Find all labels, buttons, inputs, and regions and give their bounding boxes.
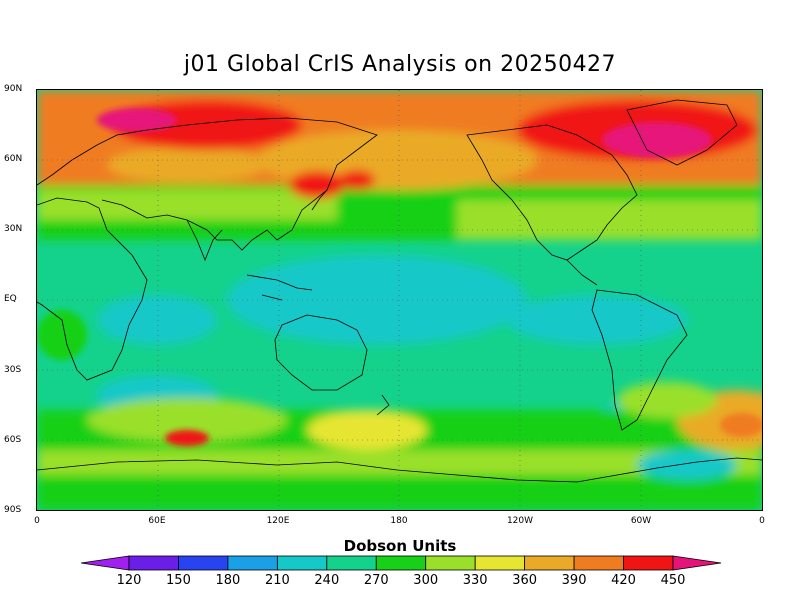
colorbar-swatch <box>178 555 229 571</box>
colorbar <box>80 555 722 571</box>
colorbar-title: Dobson Units <box>343 537 457 555</box>
colorbar-arrow-high <box>672 555 722 571</box>
ozone-map <box>36 89 763 511</box>
colorbar-arrow-low <box>80 555 130 571</box>
coastlines <box>37 99 762 483</box>
colorbar-swatch <box>623 555 674 571</box>
ozone-field <box>37 90 762 510</box>
lon-label: 60E <box>148 516 166 526</box>
lat-label: 30N <box>4 224 23 234</box>
colorbar-swatch <box>276 555 328 571</box>
lat-label: EQ <box>4 294 17 304</box>
colorbar-level-label: 390 <box>561 573 587 588</box>
lon-label: 60W <box>630 516 652 526</box>
colorbar-swatch <box>474 555 526 571</box>
lon-label: 120W <box>506 516 534 526</box>
lon-label: 180 <box>390 516 408 526</box>
lat-label: 90N <box>4 84 23 94</box>
colorbar-swatch <box>425 555 476 571</box>
colorbar-level-label: 420 <box>611 573 636 588</box>
lat-label: 90S <box>4 505 22 515</box>
colorbar-level-label: 120 <box>116 573 142 588</box>
colorbar-swatch <box>326 555 377 571</box>
colorbar-level-label: 210 <box>264 573 290 588</box>
ozone-contours <box>37 90 762 510</box>
graticule <box>37 90 762 510</box>
lat-label: 30S <box>4 365 22 375</box>
lon-label: 0 <box>34 516 40 526</box>
colorbar-swatch <box>375 555 427 571</box>
colorbar-swatch <box>227 555 278 571</box>
colorbar-level-label: 300 <box>413 573 439 588</box>
colorbar-level-label: 180 <box>215 573 241 588</box>
ozone-peaks <box>37 108 762 446</box>
colorbar-swatch <box>573 555 624 571</box>
colorbar-level-label: 450 <box>660 573 686 588</box>
colorbar-swatch <box>524 555 575 571</box>
colorbar-level-label: 330 <box>462 573 488 588</box>
colorbar-level-label: 240 <box>314 573 340 588</box>
lon-label: 0 <box>759 516 765 526</box>
colorbar-level-label: 360 <box>512 573 538 588</box>
colorbar-level-label: 150 <box>166 573 191 588</box>
lat-label: 60N <box>4 154 23 164</box>
colorbar-level-label: 270 <box>363 573 389 588</box>
chart-title: j01 Global CrIS Analysis on 20250427 <box>183 52 617 77</box>
colorbar-swatch <box>128 555 179 571</box>
lat-label: 60S <box>4 435 22 445</box>
lon-label: 120E <box>266 516 290 526</box>
